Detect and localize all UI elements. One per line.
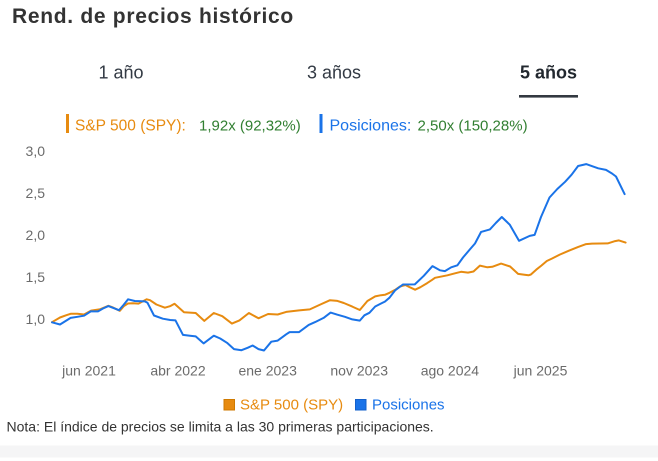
svg-text:jun 2025: jun 2025 (513, 363, 568, 379)
svg-text:1,5: 1,5 (26, 269, 46, 285)
svg-text:2,50x (150,28%): 2,50x (150,28%) (418, 118, 528, 135)
svg-text:Posiciones:: Posiciones: (330, 118, 412, 135)
svg-text:S&P 500 (SPY):: S&P 500 (SPY): (75, 118, 186, 135)
svg-text:5 años: 5 años (520, 63, 577, 83)
svg-text:nov 2023: nov 2023 (330, 363, 388, 379)
svg-text:Nota: El índice de precios se: Nota: El índice de precios se limita a l… (7, 419, 434, 435)
svg-text:jun 2021: jun 2021 (61, 363, 116, 379)
svg-text:ago 2024: ago 2024 (421, 363, 480, 379)
svg-text:Rend. de precios histórico: Rend. de precios histórico (12, 5, 294, 28)
svg-text:3 años: 3 años (307, 63, 361, 83)
svg-text:3,0: 3,0 (26, 143, 46, 159)
svg-text:1 año: 1 año (98, 63, 143, 83)
svg-text:1,92x (92,32%): 1,92x (92,32%) (199, 118, 301, 135)
svg-text:2,0: 2,0 (26, 227, 46, 243)
svg-text:Posiciones: Posiciones (372, 397, 445, 414)
svg-text:ene 2023: ene 2023 (238, 363, 297, 379)
svg-text:1,0: 1,0 (26, 311, 46, 327)
svg-text:S&P 500 (SPY): S&P 500 (SPY) (240, 397, 343, 414)
svg-text:abr 2022: abr 2022 (150, 363, 205, 379)
svg-text:2,5: 2,5 (26, 185, 46, 201)
